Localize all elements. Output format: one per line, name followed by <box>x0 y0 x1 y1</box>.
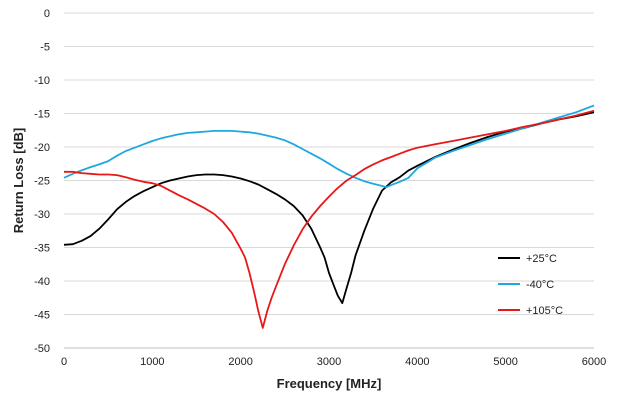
x-tick-label: 5000 <box>493 356 517 368</box>
y-axis-title: Return Loss [dB] <box>11 128 26 233</box>
legend-label: -40°C <box>526 279 554 291</box>
y-tick-label: -30 <box>34 209 50 221</box>
x-tick-label: 6000 <box>582 356 606 368</box>
tick-labels: 0 -5 -10 -15 -20 -25 -30 -35 -40 -45 -50 0 1000 2000 3… <box>34 8 606 368</box>
x-tick-label: 1000 <box>140 356 164 368</box>
x-tick-label: 0 <box>61 356 67 368</box>
y-tick-label: -15 <box>34 109 50 121</box>
y-tick-label: -50 <box>34 343 50 355</box>
series-line-1 <box>63 104 595 189</box>
y-tick-label: -10 <box>34 75 50 87</box>
series-line-2 <box>64 109 595 329</box>
x-axis-title: Frequency [MHz] <box>277 376 382 391</box>
y-tick-label: 0 <box>44 8 50 20</box>
y-tick-label: -35 <box>34 243 50 255</box>
y-tick-label: -45 <box>34 310 50 322</box>
x-tick-label: 4000 <box>405 356 429 368</box>
series-lines <box>63 104 595 329</box>
y-tick-label: -5 <box>40 42 50 54</box>
legend-label: +25°C <box>526 253 557 265</box>
legend: +25°C -40°C +105°C <box>498 253 563 317</box>
y-tick-label: -40 <box>34 276 50 288</box>
x-tick-label: 2000 <box>228 356 252 368</box>
series-line-0 <box>63 111 595 305</box>
y-tick-label: -25 <box>34 176 50 188</box>
legend-label: +105°C <box>526 305 563 317</box>
gridlines <box>64 12 594 315</box>
y-tick-label: -20 <box>34 142 50 154</box>
x-tick-label: 3000 <box>317 356 341 368</box>
